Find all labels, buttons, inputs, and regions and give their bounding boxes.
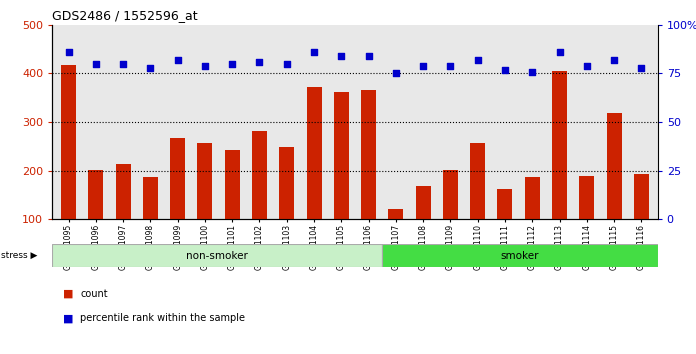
Text: count: count (80, 289, 108, 298)
Bar (443, 170, 458, 219)
FancyBboxPatch shape (52, 244, 383, 267)
Bar (525, 177, 540, 219)
Point (308, 49, 319, 55)
Point (90, 61, 102, 67)
FancyBboxPatch shape (383, 244, 658, 267)
Text: ■: ■ (63, 313, 73, 323)
Point (63, 49, 74, 55)
Bar (334, 92, 349, 219)
Bar (388, 209, 404, 219)
Bar (198, 143, 212, 219)
Point (199, 63, 210, 68)
Bar (116, 165, 131, 219)
Point (118, 61, 129, 67)
Bar (61, 65, 76, 219)
Bar (252, 131, 267, 219)
Point (335, 53, 347, 59)
Point (145, 65, 156, 70)
Bar (552, 71, 567, 219)
Point (254, 59, 265, 64)
Point (418, 63, 429, 68)
Point (172, 57, 183, 63)
Text: smoker: smoker (501, 251, 539, 261)
Bar (607, 113, 622, 219)
Point (581, 63, 592, 68)
Bar (306, 87, 322, 219)
Bar (416, 186, 431, 219)
Text: percentile rank within the sample: percentile rank within the sample (80, 313, 245, 323)
Point (635, 65, 647, 70)
Point (363, 53, 374, 59)
Bar (470, 143, 485, 219)
Point (500, 67, 511, 72)
Text: ■: ■ (63, 289, 73, 298)
Bar (88, 170, 103, 219)
Point (554, 49, 565, 55)
Text: stress ▶: stress ▶ (1, 251, 38, 260)
Point (608, 57, 619, 63)
Point (281, 61, 292, 67)
Point (472, 57, 483, 63)
Text: non-smoker: non-smoker (187, 251, 248, 261)
Point (390, 70, 402, 76)
Bar (634, 174, 649, 219)
Bar (498, 189, 512, 219)
Bar (279, 147, 294, 219)
Bar (225, 150, 239, 219)
Point (445, 63, 456, 68)
Bar (170, 138, 185, 219)
Text: GDS2486 / 1552596_at: GDS2486 / 1552596_at (52, 9, 198, 22)
Bar (361, 91, 376, 219)
Bar (579, 176, 594, 219)
Point (527, 69, 538, 74)
Point (227, 61, 238, 67)
Bar (143, 177, 158, 219)
